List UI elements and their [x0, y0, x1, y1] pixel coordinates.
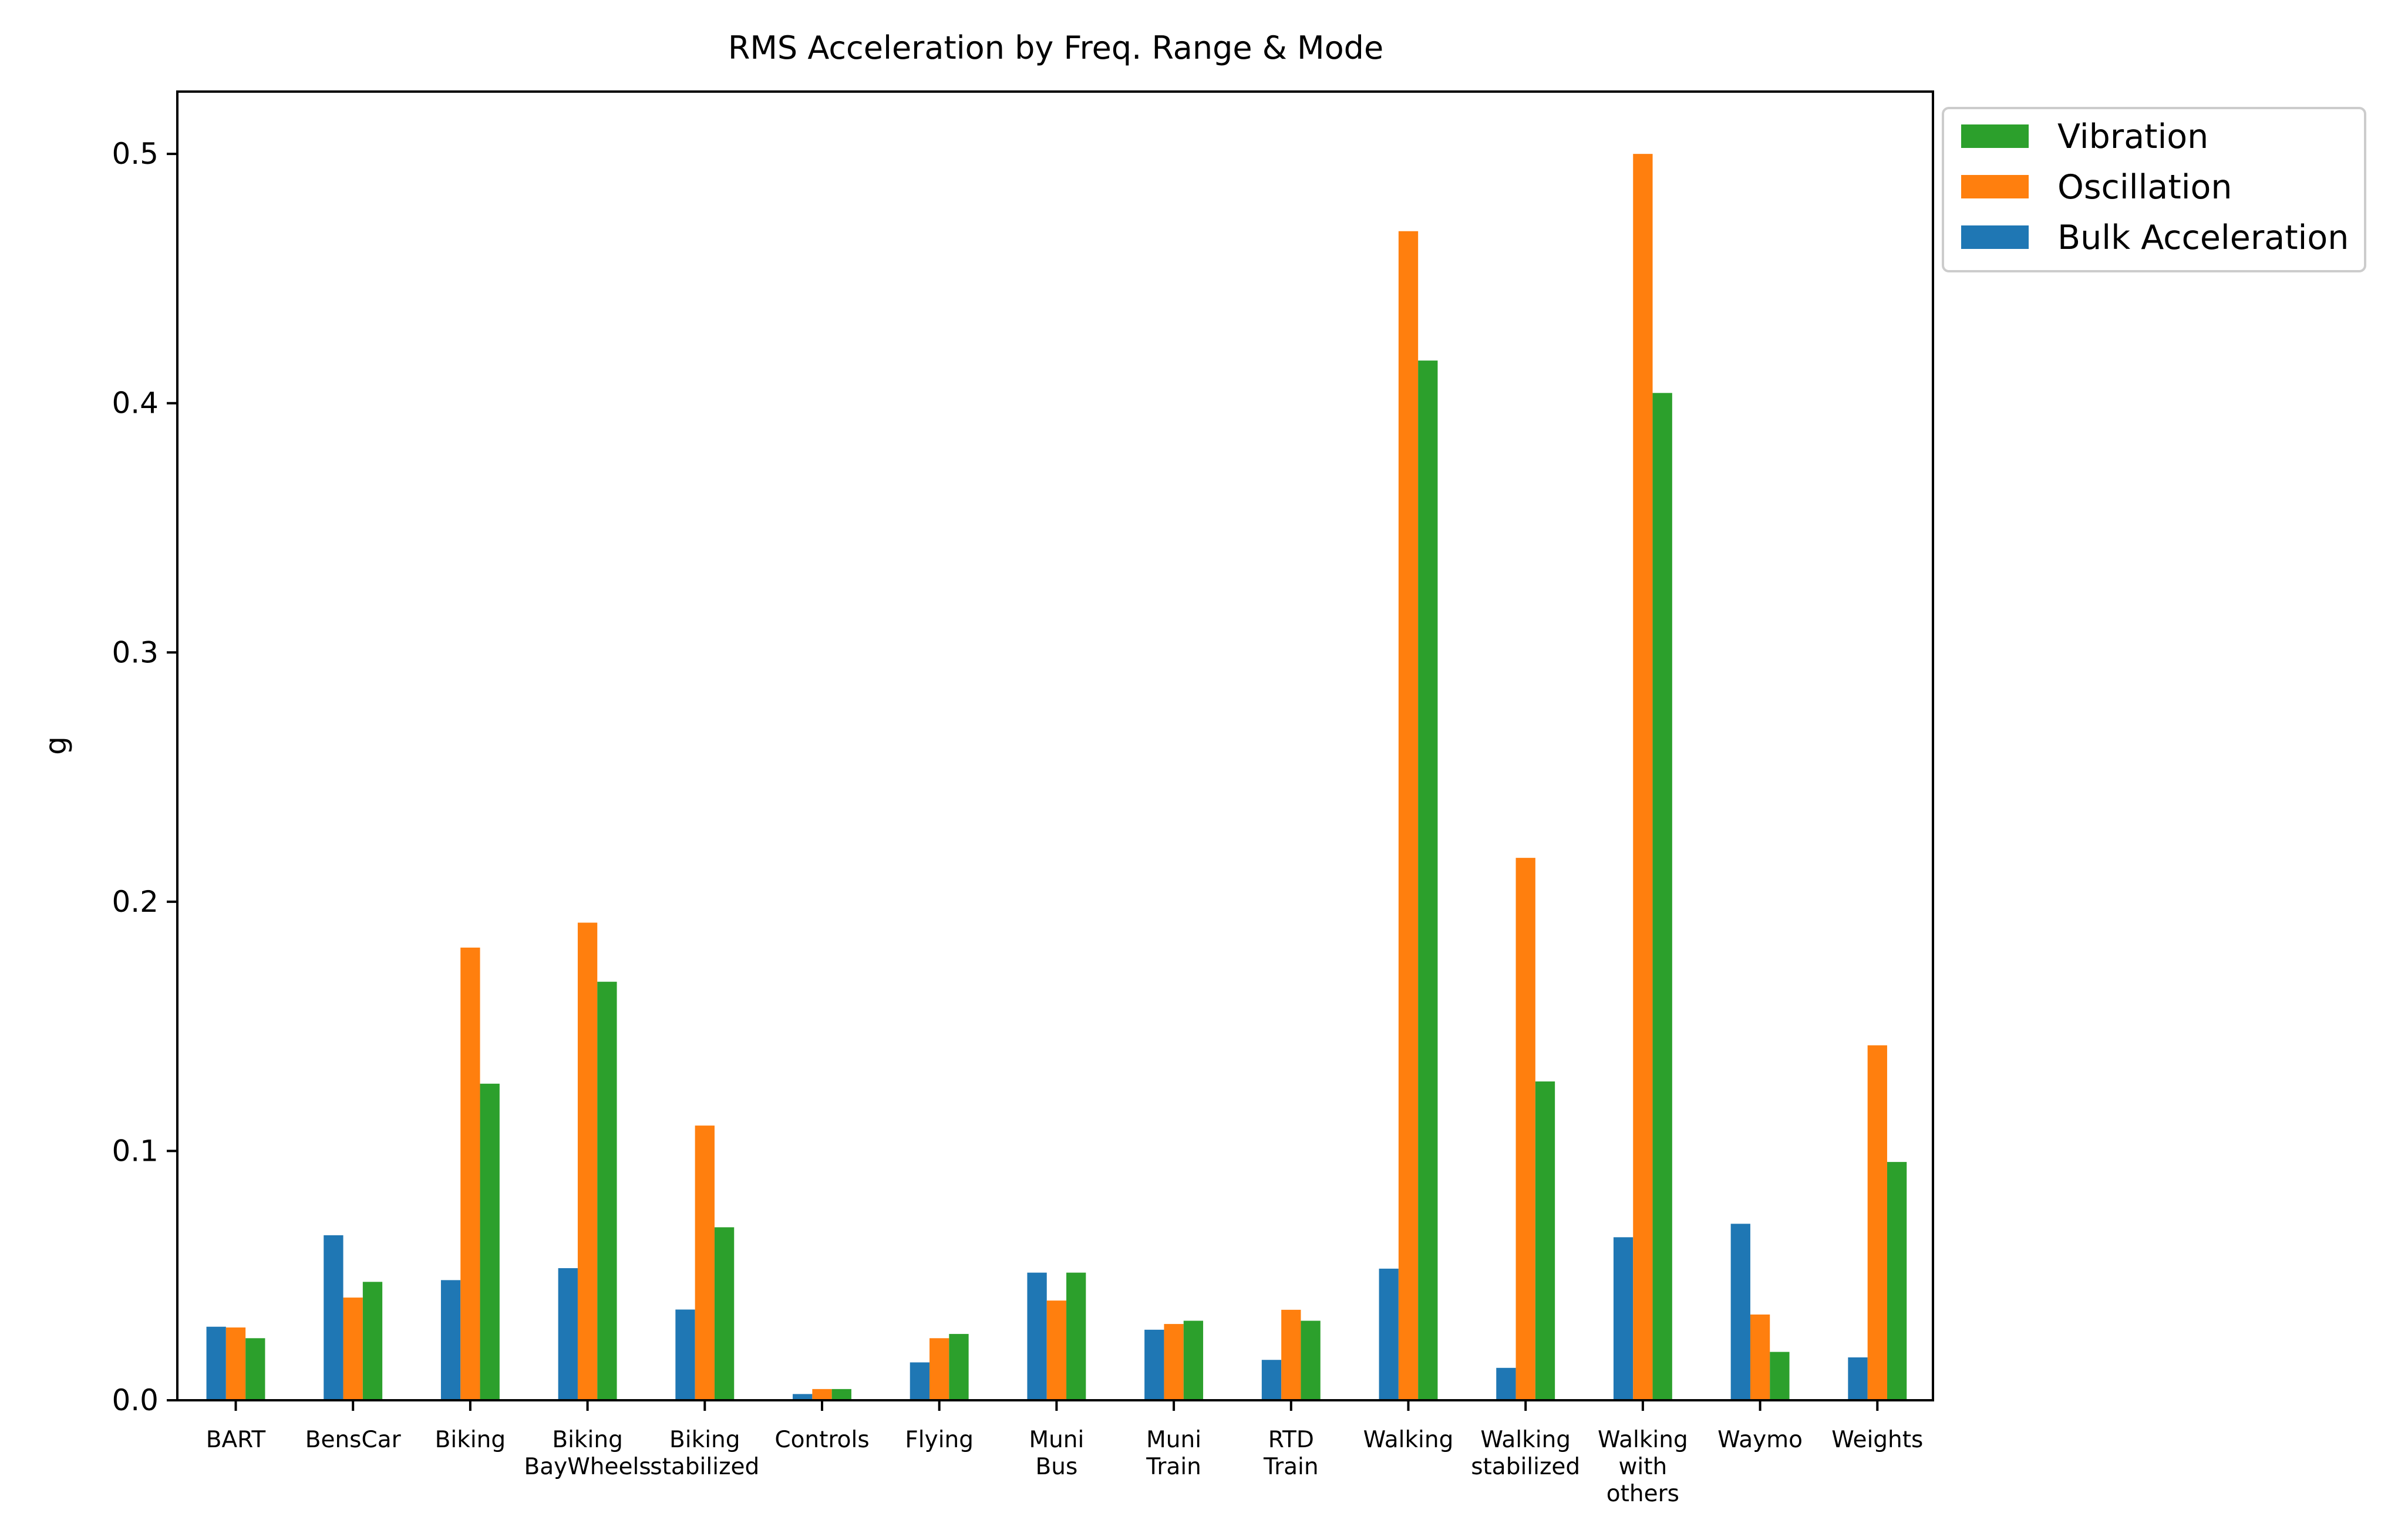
bar-bulk-acceleration	[1144, 1329, 1164, 1400]
bar-vibration	[714, 1227, 735, 1400]
bar-oscillation	[1867, 1045, 1887, 1400]
bar-oscillation	[695, 1125, 715, 1400]
bar-bulk-acceleration	[440, 1280, 461, 1400]
bar-bulk-acceleration	[910, 1362, 930, 1400]
bar-vibration	[1652, 393, 1672, 1400]
x-tick-label: Walking stabilized	[1471, 1427, 1580, 1480]
bar-bulk-acceleration	[1730, 1224, 1750, 1400]
y-tick-label: 0.3	[112, 635, 159, 669]
bar-bulk-acceleration	[1848, 1357, 1868, 1400]
legend: Vibration Oscillation Bulk Acceleration	[1942, 107, 2366, 272]
bar-vibration	[480, 1083, 500, 1400]
y-axis-label: g	[39, 736, 73, 755]
bar-vibration	[245, 1338, 265, 1400]
bar-bulk-acceleration	[793, 1394, 813, 1400]
x-tick-label: Muni Bus	[1029, 1427, 1084, 1480]
bar-oscillation	[577, 922, 598, 1400]
bar-vibration	[362, 1282, 383, 1400]
bar-oscillation	[1164, 1324, 1184, 1400]
chart-title: RMS Acceleration by Freq. Range & Mode	[728, 29, 1383, 66]
legend-label-vibration: Vibration	[2057, 117, 2208, 156]
bar-bulk-acceleration	[1027, 1272, 1047, 1400]
x-tick-label: Walking	[1363, 1427, 1454, 1453]
bar-vibration	[1887, 1162, 1907, 1400]
bar-vibration	[949, 1334, 969, 1400]
x-tick-label: Weights	[1831, 1427, 1923, 1453]
x-tick-label: Flying	[905, 1427, 974, 1453]
bar-vibration	[1066, 1272, 1086, 1400]
x-tick-label: RTD Train	[1263, 1427, 1319, 1480]
bar-oscillation	[460, 947, 480, 1400]
y-tick-label: 0.1	[112, 1134, 159, 1168]
x-tick-label: Biking stabilized	[650, 1427, 759, 1480]
bar-oscillation	[1750, 1314, 1770, 1400]
x-tick-label: Controls	[774, 1427, 869, 1453]
y-tick-label: 0.0	[112, 1383, 159, 1417]
bar-vibration	[1301, 1320, 1321, 1400]
bar-bulk-acceleration	[1379, 1268, 1399, 1400]
x-tick-label: BensCar	[305, 1427, 402, 1453]
bar-oscillation	[1633, 154, 1653, 1400]
bar-bulk-acceleration	[1613, 1237, 1634, 1400]
bar-oscillation	[1281, 1309, 1301, 1400]
bar-oscillation	[1046, 1300, 1067, 1400]
x-tick-label: BART	[206, 1427, 266, 1453]
y-axis: 0.0 0.1 0.2 0.3 0.4 0.5	[112, 137, 177, 1417]
y-tick-label: 0.4	[112, 386, 159, 420]
legend-swatch-vibration	[1961, 124, 2029, 148]
bars-group	[206, 154, 1907, 1400]
x-tick-label: Waymo	[1717, 1427, 1803, 1453]
bar-vibration	[1770, 1352, 1790, 1400]
x-tick-label: Biking	[435, 1427, 506, 1453]
bar-bulk-acceleration	[1496, 1367, 1516, 1400]
bar-bulk-acceleration	[206, 1326, 226, 1400]
legend-swatch-oscillation	[1961, 175, 2029, 198]
bar-oscillation	[929, 1338, 949, 1400]
bar-vibration	[1183, 1320, 1204, 1400]
bar-vibration	[831, 1389, 851, 1400]
y-tick-label: 0.5	[112, 137, 159, 171]
x-tick-label: Biking BayWheels	[524, 1427, 651, 1480]
bar-bulk-acceleration	[558, 1268, 578, 1400]
y-tick-label: 0.2	[112, 885, 159, 919]
bar-bulk-acceleration	[1261, 1360, 1282, 1400]
bar-oscillation	[225, 1327, 246, 1400]
legend-swatch-bulk-acceleration	[1961, 225, 2029, 249]
bar-vibration	[597, 982, 617, 1400]
bar-oscillation	[1398, 231, 1419, 1400]
x-tick-label: Muni Train	[1146, 1427, 1201, 1480]
bar-oscillation	[343, 1298, 363, 1400]
bar-oscillation	[812, 1389, 832, 1400]
x-tick-label: Walking with others	[1598, 1427, 1688, 1507]
bar-vibration	[1418, 360, 1438, 1400]
legend-label-oscillation: Oscillation	[2057, 168, 2232, 207]
plot-frame	[176, 90, 1934, 1401]
bar-bulk-acceleration	[675, 1309, 695, 1400]
bar-oscillation	[1515, 858, 1535, 1400]
legend-label-bulk-acceleration: Bulk Acceleration	[2057, 218, 2349, 257]
bar-vibration	[1535, 1081, 1555, 1400]
bar-bulk-acceleration	[324, 1235, 343, 1400]
legend-box	[1942, 107, 2366, 272]
